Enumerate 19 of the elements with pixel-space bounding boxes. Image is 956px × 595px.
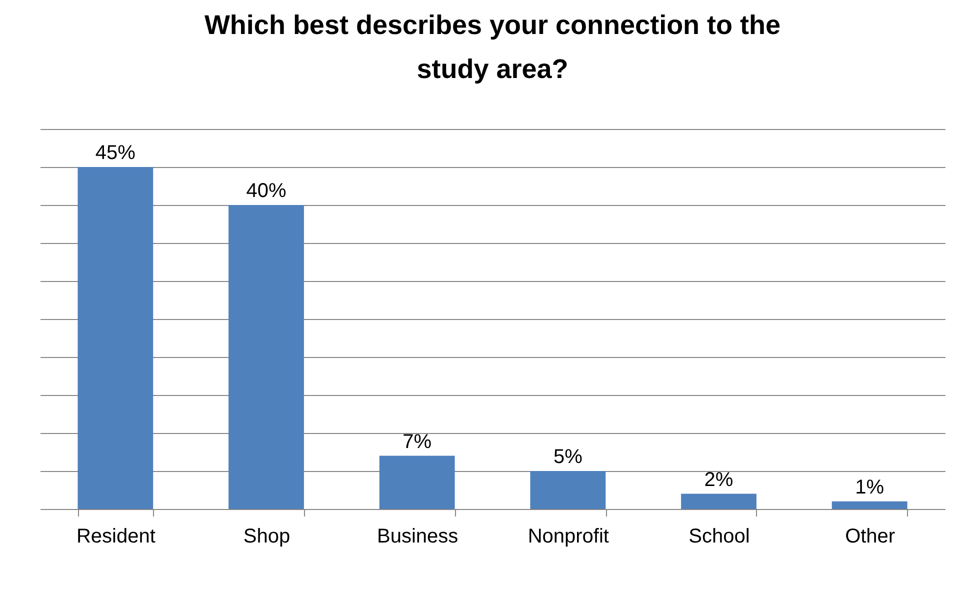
bar xyxy=(228,205,304,509)
data-label: 7% xyxy=(402,430,432,453)
x-tick-label: Business xyxy=(377,526,458,548)
bar xyxy=(78,167,154,509)
bar xyxy=(681,494,756,509)
x-tick-label: Nonprofit xyxy=(528,526,610,548)
bar xyxy=(379,456,455,509)
bar xyxy=(530,471,606,509)
x-tick-label: Shop xyxy=(243,526,290,548)
x-tick-label: Resident xyxy=(76,526,156,548)
x-tick-label: Other xyxy=(845,526,896,548)
data-label: 45% xyxy=(95,142,136,164)
data-label: 5% xyxy=(553,446,583,468)
bar xyxy=(832,501,908,509)
data-label: 1% xyxy=(855,476,884,498)
data-label: 40% xyxy=(246,180,286,202)
chart-title: Which best describes your connection to the study area? xyxy=(204,10,781,84)
data-label: 2% xyxy=(704,468,734,491)
x-tick-label: School xyxy=(688,526,750,548)
